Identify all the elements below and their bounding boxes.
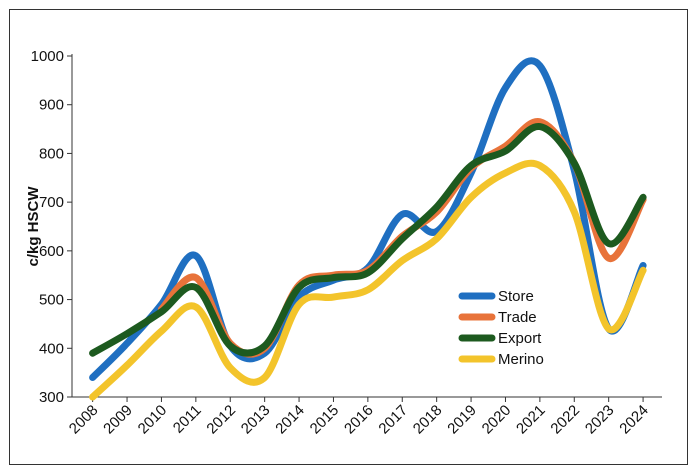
- x-tick-label: 2017: [375, 402, 411, 438]
- legend-label-export: Export: [498, 330, 542, 347]
- x-tick-label: 2008: [66, 402, 102, 438]
- series-group: [89, 57, 647, 401]
- y-axis-label: c/kg HSCW: [25, 186, 42, 267]
- x-tick-label: 2020: [479, 402, 515, 438]
- x-tick-label: 2012: [203, 402, 239, 438]
- series-line-export: [89, 123, 647, 357]
- legend: Store Trade Export Merino: [458, 288, 544, 368]
- y-tick-label: 900: [39, 97, 64, 114]
- x-tick-label: 2016: [341, 402, 377, 438]
- legend-label-trade: Trade: [498, 309, 537, 326]
- x-tick-label: 2011: [170, 402, 205, 437]
- series-line-store: [89, 57, 647, 381]
- chart-frame: [9, 9, 688, 465]
- x-tick-label: 2023: [582, 402, 618, 438]
- y-tick-label: 300: [39, 389, 64, 406]
- x-tick-label: 2015: [307, 402, 343, 438]
- y-tick-label: 700: [39, 194, 64, 211]
- x-tick-label: 2019: [444, 402, 480, 438]
- y-tick-label: 1000: [31, 48, 64, 65]
- legend-label-store: Store: [498, 288, 534, 305]
- y-tick-label: 400: [39, 340, 64, 357]
- x-tick-label: 2021: [513, 402, 549, 438]
- x-tick-label: 2014: [272, 402, 308, 438]
- y-tick-label: 500: [39, 292, 64, 309]
- series-line-merino: [89, 159, 647, 401]
- y-tick-label: 600: [39, 243, 64, 260]
- x-tick-label: 2010: [135, 402, 171, 438]
- legend-label-merino: Merino: [498, 351, 544, 368]
- x-tick-label: 2018: [410, 402, 446, 438]
- x-tick-label: 2013: [238, 402, 274, 438]
- x-tick-label: 2022: [547, 402, 583, 438]
- y-tick-label: 800: [39, 145, 64, 162]
- x-tick-label: 2024: [616, 402, 652, 438]
- x-tick-label: 2009: [100, 402, 136, 438]
